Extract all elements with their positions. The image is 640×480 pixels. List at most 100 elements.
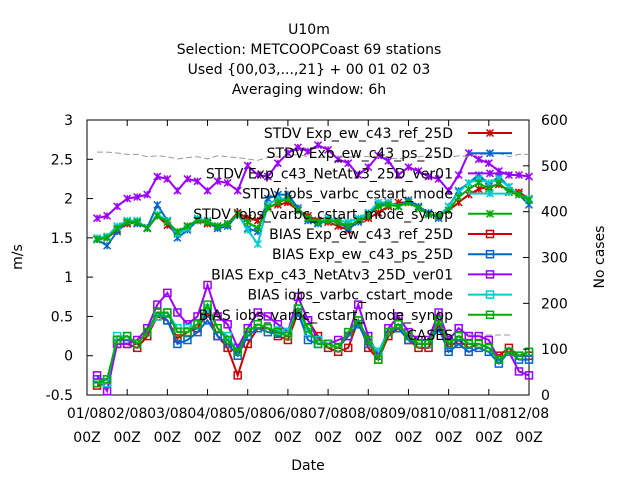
data-point [263, 323, 273, 333]
data-point [112, 335, 122, 345]
title-line: Used {00,03,...,21} + 00 01 02 03 [188, 62, 431, 78]
data-point [223, 219, 232, 228]
data-point [203, 186, 212, 195]
x-tick-label-time: 00Z [395, 430, 422, 446]
data-point [203, 316, 212, 325]
legend-marker [485, 249, 495, 259]
data-point [93, 235, 102, 244]
legend-marker [485, 290, 495, 299]
data-point [253, 240, 262, 249]
data-point [524, 196, 534, 205]
data-point [354, 170, 363, 180]
data-point [323, 339, 333, 349]
data-point [444, 206, 453, 215]
data-point [243, 225, 252, 235]
data-point [454, 331, 463, 341]
x-axis-label: Date [291, 458, 324, 474]
data-point [504, 188, 513, 197]
data-point [153, 200, 162, 209]
x-tick-label: 06/08 [268, 406, 308, 422]
legend-marker [485, 209, 495, 218]
data-point [253, 170, 262, 180]
data-point [414, 203, 423, 213]
data-point [123, 218, 132, 227]
x-tick-label-time: 00Z [355, 430, 382, 446]
data-point [233, 186, 242, 195]
y-axis-label: m/s [10, 244, 26, 270]
data-point [203, 300, 212, 309]
data-point [163, 174, 172, 183]
y2-tick-label: 100 [541, 342, 568, 358]
y-tick-label: -0.5 [46, 388, 73, 404]
x-tick-label-time: 00Z [274, 430, 301, 446]
data-point [384, 156, 393, 165]
data-point [303, 323, 313, 333]
axes: -0.5 0 0.5 1 1.5 2 2.5 3 0 100 200 300 400 500 600 01/0… [10, 113, 608, 474]
x-tick-label-time: 00Z [515, 430, 542, 446]
data-point [243, 327, 252, 337]
data-point [474, 155, 483, 164]
y2-tick-label: 500 [541, 159, 568, 175]
data-point [374, 208, 383, 217]
data-point [374, 151, 383, 160]
data-point [353, 316, 363, 325]
data-point [464, 347, 473, 357]
data-point [454, 339, 463, 349]
data-point [474, 178, 483, 187]
legend-label: STDV iobs_varbc_cstart_mode [242, 187, 453, 203]
legend-label: BIAS Exp_c43_NetAtv3_25D_ver01 [211, 267, 453, 283]
data-point [333, 343, 343, 353]
y-tick-label: 0.5 [51, 309, 73, 325]
data-point [92, 378, 102, 388]
data-point [293, 206, 302, 215]
data-point [424, 210, 433, 219]
data-point [173, 186, 182, 195]
x-tick-label-time: 00Z [154, 430, 181, 446]
y2-tick-label: 400 [541, 205, 568, 221]
y2-tick-label: 600 [541, 113, 568, 129]
y2-tick-label: 200 [541, 296, 568, 312]
data-point [273, 327, 283, 337]
data-point [253, 320, 263, 329]
data-point [343, 343, 353, 353]
data-point [364, 163, 373, 172]
data-point [113, 202, 122, 211]
data-point [133, 218, 142, 227]
data-point [153, 172, 162, 181]
legend-label: CASES [407, 328, 453, 344]
data-point [364, 335, 373, 345]
data-point [514, 351, 524, 360]
data-point [464, 178, 473, 187]
x-tick-label-time: 00Z [113, 430, 140, 446]
data-point [283, 194, 292, 203]
y2-tick-label: 300 [541, 251, 568, 267]
x-tick-label: 11/08 [469, 406, 509, 422]
legend: STDV Exp_ew_c43_ref_25D STDV Exp_ew_c43_p… [193, 126, 512, 344]
data-point [183, 335, 192, 345]
data-point [223, 320, 232, 329]
y-tick-label: 1.5 [51, 231, 73, 247]
legend-label: BIAS Exp_ew_c43_ref_25D [269, 227, 453, 243]
data-point [524, 347, 534, 357]
x-tick-label: 04/08 [187, 406, 227, 422]
data-point [314, 218, 323, 227]
title-line: Averaging window: 6h [232, 82, 386, 98]
data-point [474, 331, 484, 341]
legend-marker [485, 189, 495, 198]
data-point [183, 174, 192, 183]
x-tick-label-time: 00Z [73, 430, 100, 446]
data-point [464, 185, 473, 194]
data-point [233, 210, 242, 219]
title-line: Selection: METCOOPCoast 69 stations [177, 42, 442, 58]
legend-label: STDV Exp_ew_c43_ref_25D [264, 126, 453, 142]
data-point [263, 312, 273, 321]
data-point [253, 308, 263, 317]
x-tick-label: 10/08 [428, 406, 468, 422]
data-point [213, 222, 222, 231]
data-point [404, 163, 413, 172]
legend-marker [485, 149, 495, 158]
y-tick-label: 2 [64, 192, 73, 208]
data-point [153, 211, 162, 220]
data-point [93, 214, 102, 223]
data-point [193, 327, 202, 337]
